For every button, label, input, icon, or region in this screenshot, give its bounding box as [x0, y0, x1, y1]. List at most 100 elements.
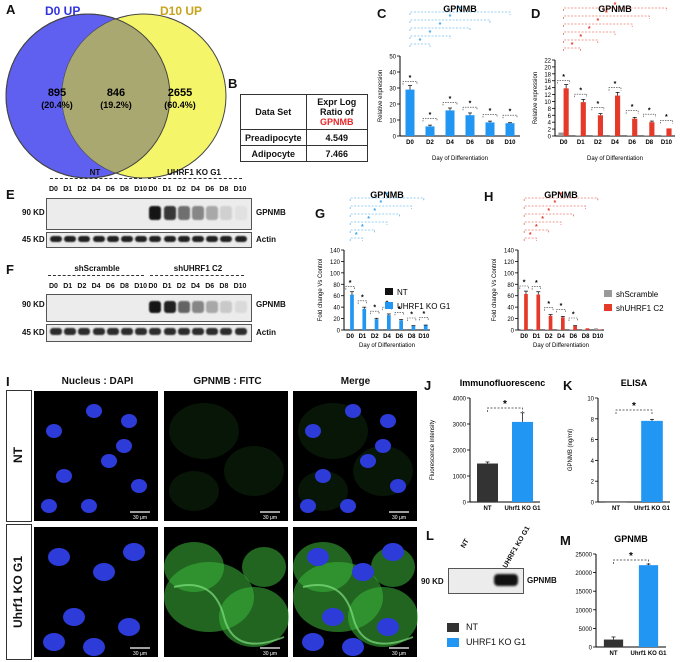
venn-mid-count: 846: [107, 87, 125, 99]
x-tick-label: NT: [610, 651, 618, 657]
sig-bracket: [531, 286, 542, 290]
sig-bracket: [608, 87, 622, 91]
sig-bracket: [523, 213, 574, 217]
table-header-dataset: Data Set: [240, 94, 307, 130]
y-tick-label: 10000: [575, 608, 592, 614]
blot-band: [220, 328, 233, 335]
sig-bracket: [409, 19, 491, 23]
chart-title: Immunofluorescence: [460, 378, 545, 388]
y-tick-label: 10: [587, 397, 594, 403]
blot-band: [206, 301, 219, 313]
sig-bracket: [409, 11, 511, 15]
scale-bar-label: 30 μm: [392, 515, 406, 521]
sig-star: *: [489, 108, 492, 115]
bar: [383, 329, 387, 330]
micro-background: [164, 391, 288, 521]
venn-overlap: [62, 14, 170, 178]
sig-star: *: [373, 305, 376, 312]
sig-star: *: [562, 74, 565, 81]
sig-star: *: [665, 114, 668, 121]
panel-label-b: B: [228, 76, 238, 91]
fitc-signal: [224, 446, 284, 496]
x-tick-label: D8: [486, 140, 494, 146]
x-axis-label: Day of Differentiation: [432, 156, 488, 162]
panel-label-e: E: [6, 187, 15, 202]
sig-star: *: [449, 96, 452, 103]
y-tick-label: 0: [591, 501, 595, 507]
sig-star: *: [547, 208, 550, 215]
y-tick-label: 40: [389, 71, 396, 77]
lane-label: D2: [176, 186, 186, 193]
sig-bracket: [487, 407, 523, 412]
blot-l-lane-nt: NT: [460, 537, 471, 550]
blot-l-mw: 90 KD: [421, 577, 444, 586]
bar: [548, 315, 553, 330]
lane-label: D8: [120, 186, 129, 193]
sig-bracket: [349, 237, 363, 241]
sig-bracket: [409, 43, 431, 47]
bar: [420, 329, 424, 330]
y-tick-label: 18: [544, 72, 551, 78]
lane-label: D10: [233, 283, 247, 290]
legend-swatch: [604, 290, 612, 297]
y-tick-label: 4: [591, 459, 595, 465]
table-cell: Adipocyte: [240, 145, 307, 162]
y-tick-label: 2: [591, 480, 595, 486]
sig-star: *: [632, 401, 636, 412]
table-cell: 7.466: [305, 145, 369, 162]
y-tick-label: 0: [393, 135, 397, 141]
lane-label: D4: [191, 186, 200, 193]
x-tick-label: D2: [426, 140, 434, 146]
bar: [661, 135, 667, 136]
sig-star: *: [355, 232, 358, 239]
bar: [485, 122, 495, 136]
sig-star: *: [422, 311, 425, 318]
x-tick-label: D6: [395, 334, 403, 340]
sig-star: *: [629, 551, 633, 562]
venn-left-count: 895: [48, 87, 66, 99]
lane-label: D0: [49, 186, 58, 193]
panel-label-g: G: [315, 206, 326, 221]
bar: [561, 317, 565, 330]
x-tick-label: D1: [577, 140, 585, 146]
blot-f-mw-45: 45 KD: [22, 328, 45, 337]
sig-bracket: [523, 197, 599, 201]
sig-bracket: [544, 307, 554, 311]
sig-bracket: [563, 47, 582, 51]
sig-bracket: [519, 285, 529, 289]
lane-label: D10: [134, 283, 148, 290]
dapi-nucleus: [302, 633, 324, 651]
dapi-nucleus: [93, 563, 115, 581]
bar: [405, 89, 415, 136]
bar: [346, 329, 351, 330]
sig-star: *: [631, 104, 634, 111]
sig-star: *: [523, 280, 526, 287]
y-tick-label: 40: [333, 306, 340, 312]
blot-band: [92, 236, 105, 242]
x-tick-label: D0: [560, 140, 568, 146]
micro-col-dapi: Nucleus : DAPI: [61, 376, 134, 387]
sig-star: *: [571, 42, 574, 49]
bar: [411, 326, 416, 330]
blot-band: [121, 236, 133, 242]
blot-band: [220, 236, 233, 242]
sig-bracket: [370, 310, 380, 315]
lane-label: D1: [162, 186, 172, 193]
x-tick-label: D4: [611, 140, 619, 146]
blot-f-actin-label: Actin: [256, 328, 276, 337]
blot-e-mw-90: 90 KD: [22, 208, 45, 217]
y-axis-label: Fold change Vs Control: [492, 259, 498, 322]
blot-band: [64, 328, 77, 335]
sig-bracket: [349, 221, 388, 225]
fitc-signal: [164, 542, 224, 592]
sig-bracket: [574, 93, 588, 98]
lane-label: D1: [63, 186, 73, 193]
sig-star: *: [509, 109, 512, 116]
y-tick-label: 3000: [453, 423, 467, 429]
legend-swatch: [385, 302, 393, 309]
sig-star: *: [379, 200, 382, 207]
dapi-nucleus: [382, 543, 404, 561]
panel-label-l: L: [426, 528, 434, 543]
blot-l-protein: GPNMB: [527, 576, 557, 585]
